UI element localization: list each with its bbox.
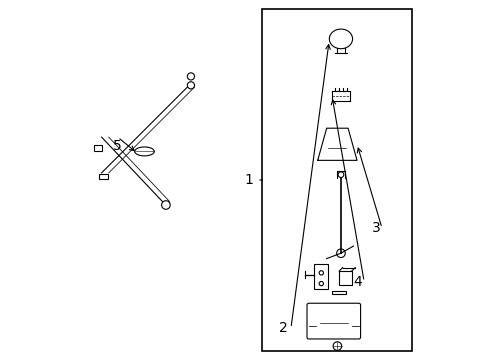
Bar [313,264,328,289]
Bar [262,9,411,351]
Bar [331,292,346,294]
Text: 1: 1 [244,173,253,187]
Text: 4: 4 [353,275,362,289]
Ellipse shape [134,147,154,156]
Text: 5: 5 [113,139,122,153]
Bar [339,271,351,285]
Text: 3: 3 [371,221,380,235]
Bar [99,174,107,179]
Bar [94,145,102,151]
Text: 2: 2 [278,321,287,335]
